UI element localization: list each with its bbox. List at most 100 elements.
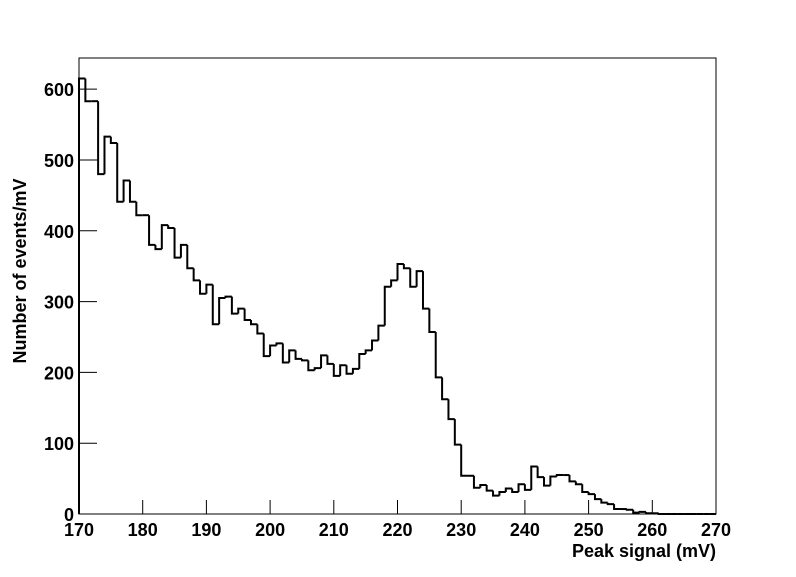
- histogram-bin: [434, 332, 443, 379]
- histogram-bin: [555, 474, 564, 477]
- histogram-bin: [371, 339, 379, 351]
- histogram-bin: [192, 268, 201, 282]
- histogram-bin: [275, 342, 283, 346]
- x-tick-label: 230: [446, 520, 476, 540]
- histogram-bin: [644, 511, 653, 515]
- histogram-bin: [421, 271, 430, 310]
- histogram-bin: [294, 350, 302, 360]
- histogram-bin: [249, 319, 258, 326]
- histogram-bin: [186, 244, 194, 270]
- x-tick-label: 260: [637, 520, 667, 540]
- x-tick-label: 220: [382, 520, 412, 540]
- histogram-bin: [300, 358, 309, 362]
- histogram-bin: [148, 215, 156, 246]
- histogram-bin: [167, 225, 175, 229]
- histogram-bin: [498, 491, 506, 496]
- histogram-bin: [523, 484, 532, 491]
- histogram-bin: [632, 509, 640, 514]
- histogram-bin: [485, 484, 494, 492]
- histogram-bin: [396, 263, 404, 281]
- x-tick-label: 210: [319, 520, 349, 540]
- histogram-bin: [97, 101, 105, 176]
- histogram-bin: [230, 296, 239, 315]
- histogram-bin: [383, 285, 392, 326]
- y-tick-label: 100: [44, 434, 74, 454]
- histogram-bin: [613, 504, 621, 511]
- histogram-bin: [472, 475, 481, 489]
- histogram-bin: [460, 444, 468, 477]
- histogram-bin: [606, 502, 615, 506]
- histogram-bin: [377, 324, 385, 341]
- histogram-bin: [211, 284, 220, 326]
- histogram-bin: [199, 280, 207, 295]
- histogram-bin: [536, 466, 545, 479]
- histogram-bin: [281, 343, 290, 364]
- histogram-bin: [288, 349, 296, 363]
- x-tick-label: 240: [510, 520, 540, 540]
- y-axis-title: Number of events/mV: [10, 178, 30, 363]
- histogram-bin: [173, 227, 181, 259]
- histogram-bin: [581, 484, 589, 494]
- histogram-bin: [128, 180, 137, 203]
- histogram-bin: [638, 510, 646, 513]
- histogram-bin: [479, 483, 487, 488]
- histogram-bin: [428, 308, 436, 334]
- histogram-bin: [593, 494, 602, 501]
- histogram-bin: [574, 481, 583, 486]
- histogram-bin: [307, 360, 315, 372]
- histogram-bin: [415, 270, 423, 287]
- histogram-bin: [409, 268, 417, 288]
- y-tick-label: 400: [44, 222, 74, 242]
- histogram-bin: [256, 324, 264, 335]
- histogram-bin: [116, 142, 124, 203]
- x-tick-label: 200: [255, 520, 285, 540]
- histogram-bin: [390, 279, 398, 287]
- histogram-bin: [600, 499, 608, 504]
- y-tick-label: 500: [44, 151, 74, 171]
- histogram-bin: [441, 377, 449, 401]
- x-tick-label: 180: [128, 520, 158, 540]
- histogram-bin: [109, 136, 118, 144]
- histogram-bin: [224, 295, 232, 299]
- histogram-bin: [517, 483, 525, 493]
- x-tick-label: 250: [574, 520, 604, 540]
- histogram-bin: [504, 487, 513, 493]
- histogram-bin: [269, 344, 277, 357]
- histogram-bin: [84, 78, 92, 103]
- histogram-bin: [511, 488, 519, 494]
- y-tick-label: 300: [44, 293, 74, 313]
- histogram-bin: [332, 363, 341, 377]
- histogram-bin: [447, 399, 455, 421]
- x-tick-label: 270: [701, 520, 731, 540]
- histogram-bin: [358, 352, 366, 369]
- histogram-bin: [549, 475, 557, 486]
- histogram-bin: [402, 264, 411, 270]
- histogram-bin: [205, 283, 213, 294]
- histogram-bin: [657, 513, 666, 515]
- x-axis-title: Peak signal (mV): [572, 541, 716, 561]
- histogram-bin: [243, 308, 251, 321]
- x-tick-label: 190: [191, 520, 221, 540]
- histogram-bin: [78, 77, 86, 514]
- x-tick-label: 170: [64, 520, 94, 540]
- histogram-bin: [625, 508, 634, 511]
- plot-frame: [78, 57, 717, 515]
- histogram-bin: [160, 224, 169, 250]
- histogram-bin: [568, 475, 576, 483]
- histogram-bin: [218, 297, 226, 325]
- y-tick-label: 200: [44, 363, 74, 383]
- histogram-bin: [339, 364, 347, 376]
- histogram-bin: [103, 135, 111, 175]
- histogram-bin: [313, 367, 322, 371]
- histogram-bin: [492, 490, 500, 497]
- histogram-bin: [122, 179, 130, 202]
- histogram-bin: [262, 333, 271, 358]
- histogram-bin: [135, 201, 143, 217]
- histogram-bin: [351, 367, 360, 374]
- histogram-bin: [587, 492, 595, 496]
- histogram-bin: [326, 355, 334, 365]
- histogram-bin: [237, 307, 245, 314]
- y-tick-label: 0: [64, 505, 74, 525]
- histogram-bin: [320, 354, 328, 369]
